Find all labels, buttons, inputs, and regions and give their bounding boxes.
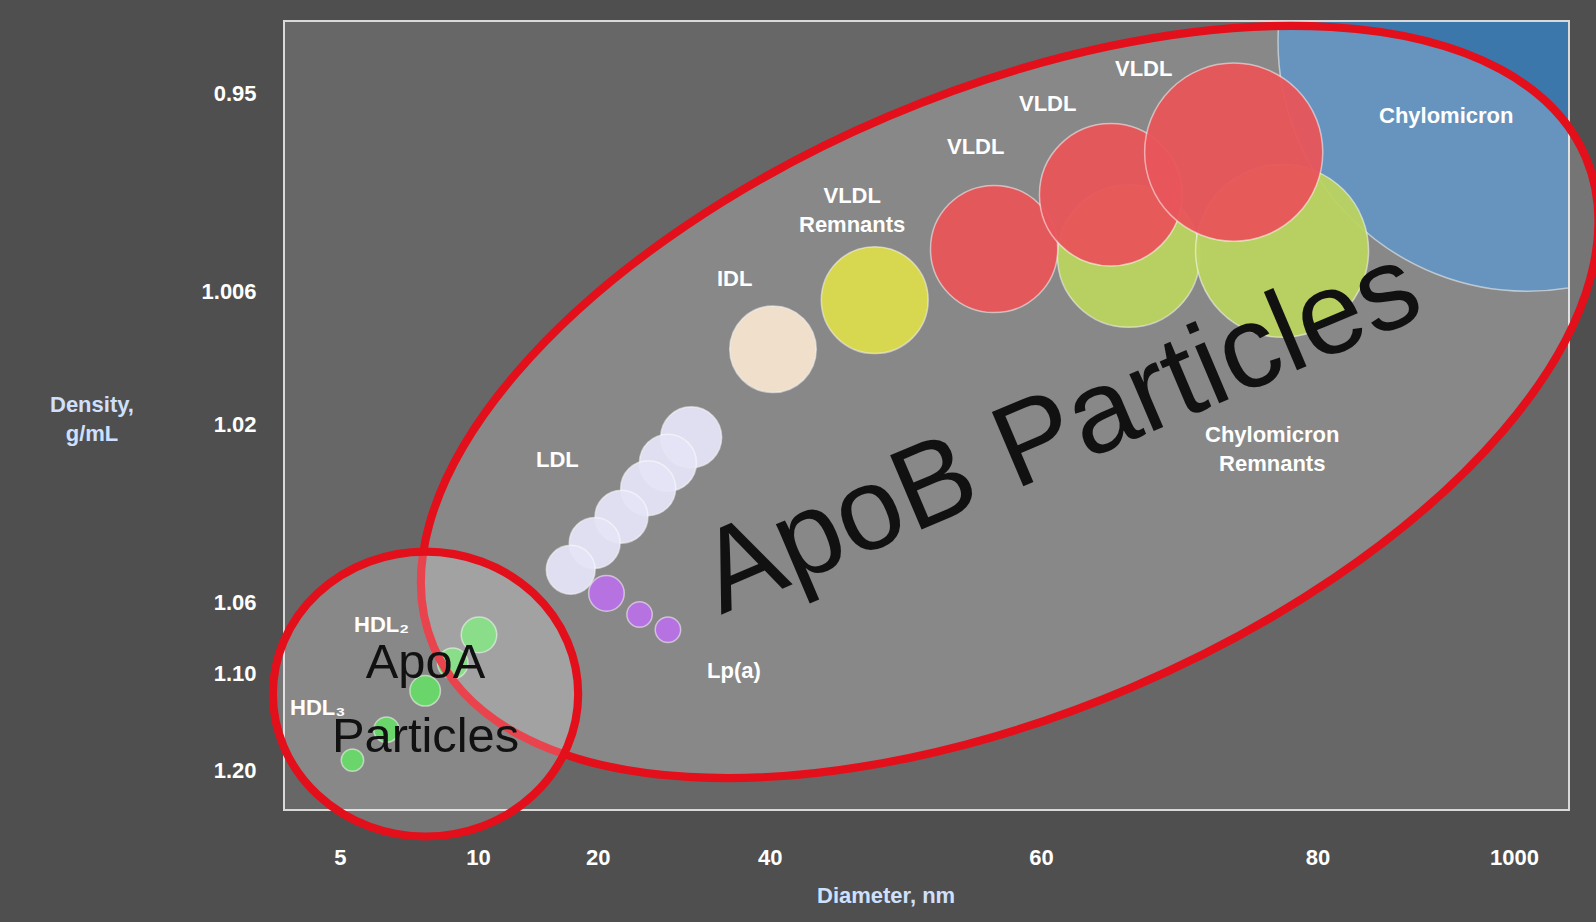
svg-text:Lp(a): Lp(a) — [707, 658, 761, 683]
svg-text:VLDL: VLDL — [947, 134, 1004, 159]
svg-text:Chylomicron: Chylomicron — [1379, 103, 1513, 128]
svg-text:1.02: 1.02 — [214, 412, 257, 437]
svg-text:LDL: LDL — [536, 447, 579, 472]
svg-text:40: 40 — [758, 845, 782, 870]
svg-text:60: 60 — [1029, 845, 1053, 870]
svg-text:IDL: IDL — [717, 266, 752, 291]
svg-text:ApoB Particles: ApoB Particles — [680, 217, 1438, 637]
svg-text:10: 10 — [466, 845, 490, 870]
svg-text:1.006: 1.006 — [202, 279, 257, 304]
svg-text:80: 80 — [1306, 845, 1330, 870]
svg-text:ChylomicronRemnants: ChylomicronRemnants — [1205, 422, 1339, 476]
svg-text:HDL₂: HDL₂ — [354, 612, 409, 637]
svg-text:0.95: 0.95 — [214, 81, 257, 106]
svg-text:1.06: 1.06 — [214, 590, 257, 615]
svg-text:Particles: Particles — [332, 708, 519, 762]
svg-text:VLDLRemnants: VLDLRemnants — [799, 183, 905, 237]
svg-text:5: 5 — [334, 845, 346, 870]
svg-text:1.20: 1.20 — [214, 758, 257, 783]
svg-text:VLDL: VLDL — [1019, 91, 1076, 116]
svg-text:20: 20 — [586, 845, 610, 870]
svg-text:Density,g/mL: Density,g/mL — [50, 392, 134, 446]
svg-text:1.10: 1.10 — [214, 661, 257, 686]
svg-text:VLDL: VLDL — [1115, 56, 1172, 81]
svg-text:Diameter, nm: Diameter, nm — [817, 883, 955, 908]
svg-text:ApoA: ApoA — [366, 634, 486, 688]
svg-text:1000: 1000 — [1490, 845, 1539, 870]
svg-text:HDL₃: HDL₃ — [290, 695, 345, 720]
